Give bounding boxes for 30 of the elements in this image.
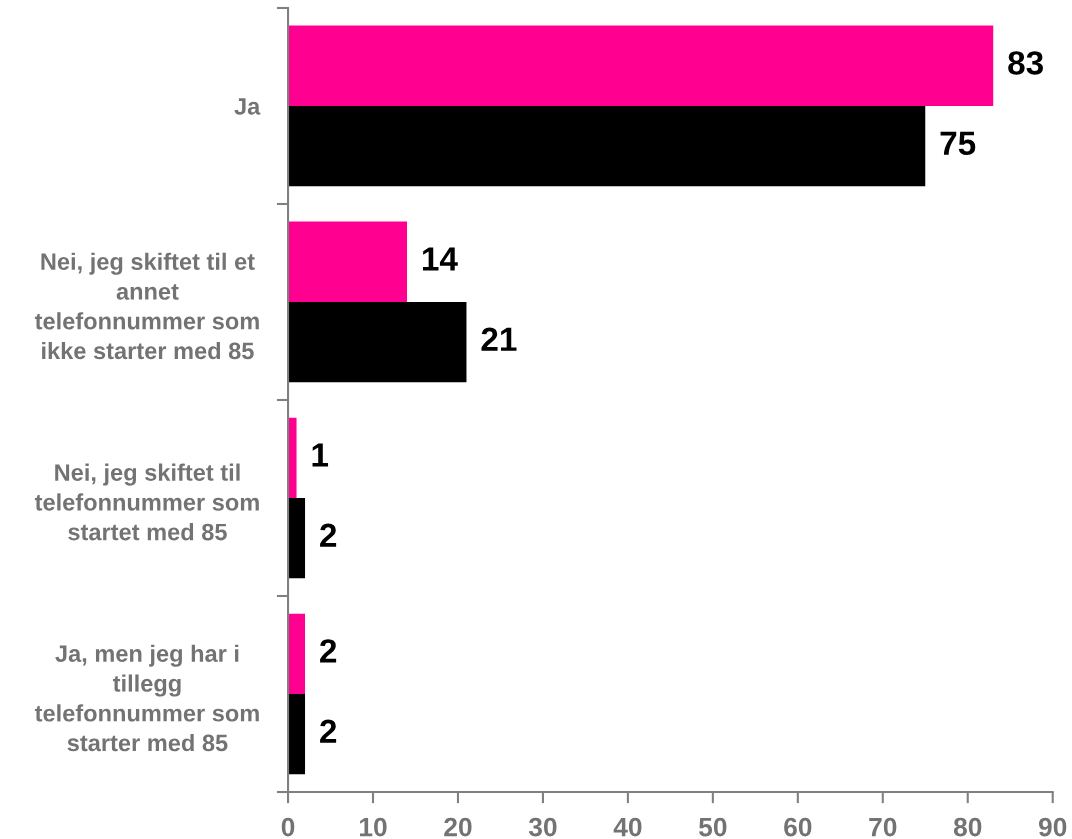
bar: [288, 498, 306, 579]
x-tick-label: 90: [1038, 817, 1067, 837]
bar: [288, 221, 407, 302]
data-label: 21: [481, 327, 517, 351]
y-tick-label: Ja: [234, 98, 261, 115]
x-tick-label: 60: [784, 817, 812, 837]
bar: [288, 613, 306, 695]
data-label: 2: [320, 639, 337, 663]
x-tick-label: 70: [869, 817, 897, 837]
bar: [288, 105, 926, 187]
x-tick-label: 20: [444, 817, 472, 837]
x-tick-label: 40: [613, 817, 642, 837]
data-label: 1: [312, 443, 329, 467]
x-tick-label: 10: [360, 817, 387, 837]
x-tick-label: 30: [528, 817, 557, 837]
y-tick-label: Nei, jeg skiftet til et annet telefonnummer som ikke starter med 85: [34, 252, 259, 360]
bar: [288, 694, 306, 775]
y-tick-label: Nei, jeg skiftet til telefonnummer som startet med 85: [34, 463, 259, 541]
data-label: 83: [1008, 51, 1043, 75]
bar: [288, 25, 994, 106]
x-tick-label: 80: [953, 817, 982, 837]
data-label: 2: [320, 719, 337, 743]
y-tick-label: Ja, men jeg har i tillegg telefonnummer som starter med 85: [34, 644, 259, 752]
data-label: 14: [422, 247, 458, 271]
x-tick-label: 0: [281, 817, 295, 837]
x-tick-label: 50: [698, 817, 727, 837]
data-label: 75: [940, 131, 976, 156]
bar: [288, 417, 297, 498]
bar: [288, 301, 467, 383]
data-label: 2: [320, 523, 337, 547]
